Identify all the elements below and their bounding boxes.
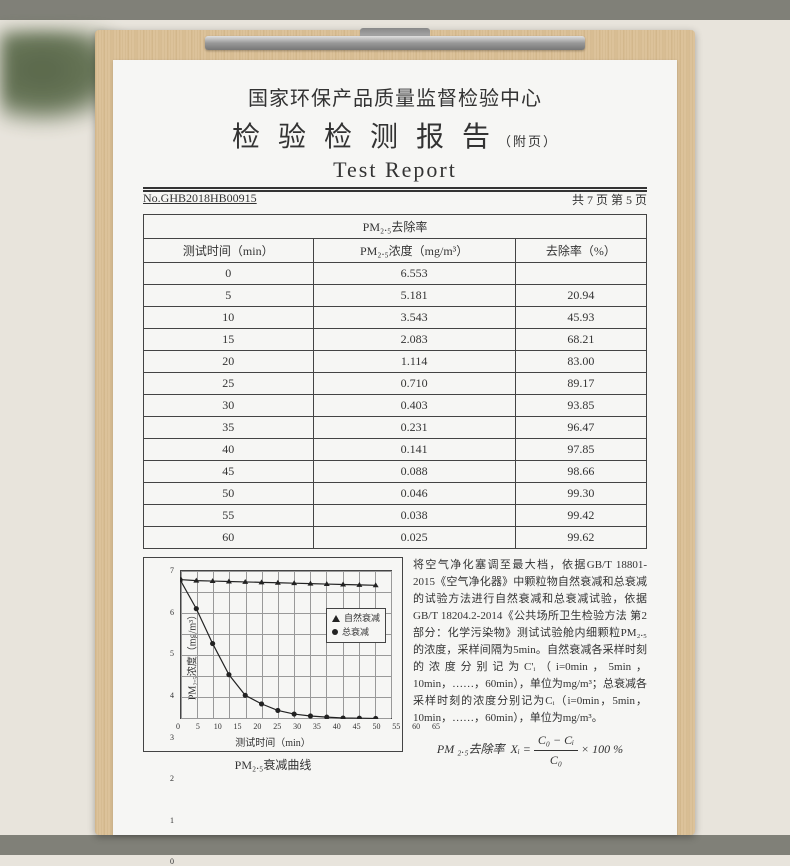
header-underline [143, 187, 647, 189]
col-rate: 去除率（%） [515, 239, 646, 263]
chart-title: PM₂.₅衰减曲线 [143, 756, 403, 773]
table-row: 201.11483.00 [144, 351, 647, 373]
table-row: 152.08368.21 [144, 329, 647, 351]
clipboard-clip [205, 18, 585, 58]
page-info: 共 7 页 第 5 页 [572, 191, 647, 208]
table-row: 400.14197.85 [144, 439, 647, 461]
triangle-marker-icon [332, 615, 340, 622]
header-english: Test Report [143, 157, 647, 183]
note-body: 将空气净化塞调至最大档，依据GB/T 18801-2015《空气净化器》中颗粒物… [413, 557, 647, 727]
meta-row: No.GHB2018HB00915 共 7 页 第 5 页 [143, 191, 647, 208]
table-row: 350.23196.47 [144, 417, 647, 439]
table-row: 450.08898.66 [144, 461, 647, 483]
table-row: 103.54345.93 [144, 307, 647, 329]
table-row: 300.40393.85 [144, 395, 647, 417]
table-title: PM₂.₅去除率 [144, 215, 647, 239]
lower-section: PM₂.₅浓度（mg/m³） 测试时间（min） 自然衰减 总衰减 051015… [143, 557, 647, 773]
note-text-block: 将空气净化塞调至最大档，依据GB/T 18801-2015《空气净化器》中颗粒物… [413, 557, 647, 773]
table-row: 500.04699.30 [144, 483, 647, 505]
legend-total: 总衰减 [332, 626, 380, 640]
clipboard: 国家环保产品质量监督检验中心 检验检测报告（附页） Test Report No… [95, 30, 695, 835]
header-title-sub: （附页） [498, 134, 558, 149]
data-table: PM₂.₅去除率 测试时间（min） PM₂.₅浓度（mg/m³） 去除率（%）… [143, 214, 647, 549]
table-row: 250.71089.17 [144, 373, 647, 395]
col-conc: PM₂.₅浓度（mg/m³） [313, 239, 515, 263]
table-row: 55.18120.94 [144, 285, 647, 307]
header-org: 国家环保产品质量监督检验中心 [143, 82, 647, 111]
table-row: 06.553 [144, 263, 647, 285]
header-title: 检验检测报告（附页） [143, 115, 647, 155]
table-header-row: 测试时间（min） PM₂.₅浓度（mg/m³） 去除率（%） [144, 239, 647, 263]
report-paper: 国家环保产品质量监督检验中心 检验检测报告（附页） Test Report No… [113, 60, 677, 835]
decay-chart: PM₂.₅浓度（mg/m³） 测试时间（min） 自然衰减 总衰减 051015… [143, 557, 403, 752]
chart-legend: 自然衰减 总衰减 [326, 608, 386, 643]
table-row: 600.02599.62 [144, 527, 647, 549]
chart-container: PM₂.₅浓度（mg/m³） 测试时间（min） 自然衰减 总衰减 051015… [143, 557, 403, 773]
col-time: 测试时间（min） [144, 239, 314, 263]
legend-natural: 自然衰减 [332, 612, 380, 626]
chart-xlabel: 测试时间（min） [144, 734, 402, 749]
table-row: 550.03899.42 [144, 505, 647, 527]
circle-marker-icon [332, 629, 338, 635]
header-title-text: 检验检测报告 [232, 122, 508, 153]
chart-plot [180, 570, 392, 719]
doc-number: No.GHB2018HB00915 [143, 191, 257, 208]
formula: PM ₂.₅去除率 Xᵢ = C₀ − Cᵢ C₀ × 100 % [413, 731, 647, 769]
